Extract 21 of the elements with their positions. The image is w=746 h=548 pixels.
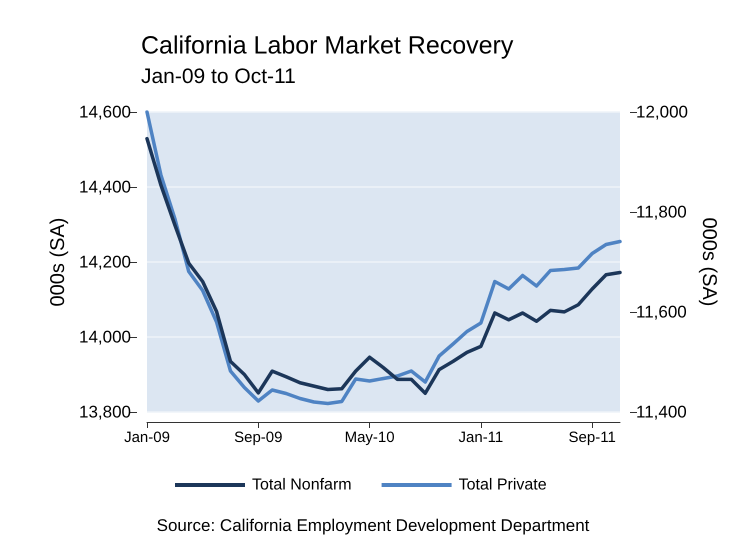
x-tick-label: Sep-09 <box>234 429 282 446</box>
y2-tick-label: 11,600 <box>636 302 687 322</box>
x-tick-label: Jan-11 <box>458 429 504 446</box>
legend-label: Total Nonfarm <box>252 476 352 494</box>
y-tick-label: 14,200 <box>79 252 131 272</box>
y-tick-label: 14,400 <box>79 178 131 196</box>
y-tick-label: 13,800 <box>79 402 131 422</box>
y2-tick-label: 12,000 <box>636 102 688 122</box>
chart-title: California Labor Market Recovery <box>141 32 514 60</box>
y-tick-label: 14,600 <box>79 102 131 122</box>
y2-tick-label: 11,400 <box>636 402 687 422</box>
chart-subtitle: Jan-09 to Oct-11 <box>141 65 296 88</box>
x-tick-label: May-10 <box>344 429 395 446</box>
x-tick-label: Sep-11 <box>568 429 616 446</box>
y2-axis-title: 000s (SA) <box>698 218 720 306</box>
y2-tick-label: 11,800 <box>636 202 687 222</box>
source-note: Source: California Employment Development Department <box>156 516 590 535</box>
x-tick-label: Jan-09 <box>124 429 170 446</box>
y-axis-title: 000s (SA) <box>47 218 70 306</box>
legend-label: Total Private <box>458 476 547 494</box>
y-tick-label: 14,000 <box>79 328 131 346</box>
